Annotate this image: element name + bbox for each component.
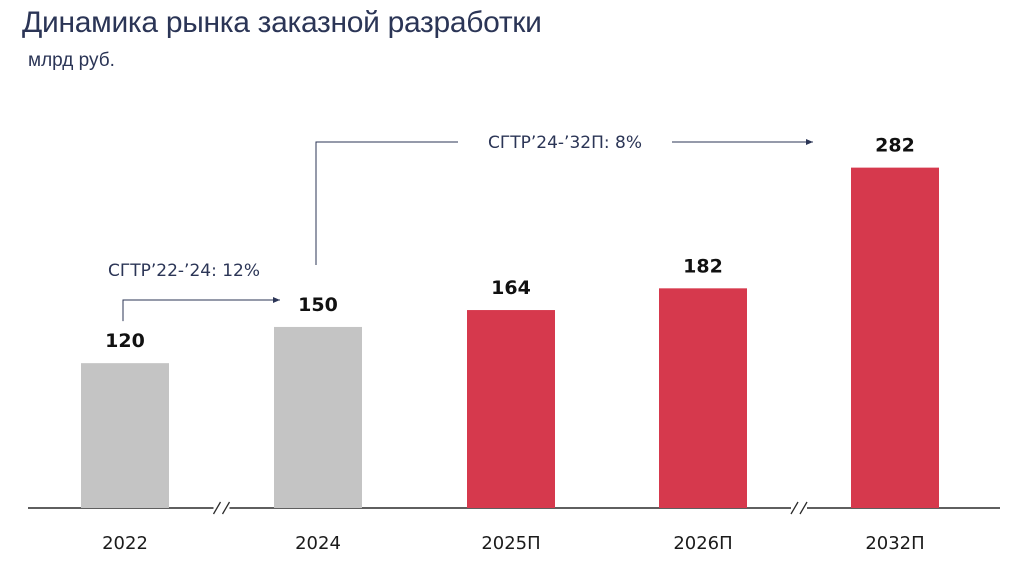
value-label-2026П: 182 <box>683 255 723 277</box>
bar-2024 <box>274 326 362 508</box>
bar-2025П <box>467 310 555 508</box>
bar-2032П <box>851 167 939 508</box>
axis-break-marker <box>212 501 231 515</box>
cagr-label-2022-2024: CГТР’22-’24: 12% <box>108 261 260 281</box>
bar-2022 <box>81 363 169 508</box>
value-label-2024: 150 <box>298 294 338 316</box>
x-tick-label-2022: 2022 <box>102 533 148 554</box>
bar-2026П <box>659 288 747 508</box>
x-tick-label-2032П: 2032П <box>865 533 924 554</box>
cagr-annotation-2022-2024: CГТР’22-’24: 12% <box>108 261 280 322</box>
axis-break-marker <box>790 501 808 515</box>
value-label-2032П: 282 <box>875 135 915 157</box>
cagr-annotation-2024-2032: CГТР’24-’32П: 8% <box>315 133 813 265</box>
x-tick-label-2025П: 2025П <box>481 533 540 554</box>
value-label-2025П: 164 <box>491 277 531 299</box>
chart-title: Динамика рынка заказной разработки <box>22 6 542 39</box>
x-tick-label-2024: 2024 <box>295 533 341 554</box>
x-tick-label-2026П: 2026П <box>673 533 732 554</box>
chart-unit-label: млрд руб. <box>28 50 115 71</box>
value-label-2022: 120 <box>105 330 145 352</box>
cagr-label-2024-2032: CГТР’24-’32П: 8% <box>488 133 642 153</box>
